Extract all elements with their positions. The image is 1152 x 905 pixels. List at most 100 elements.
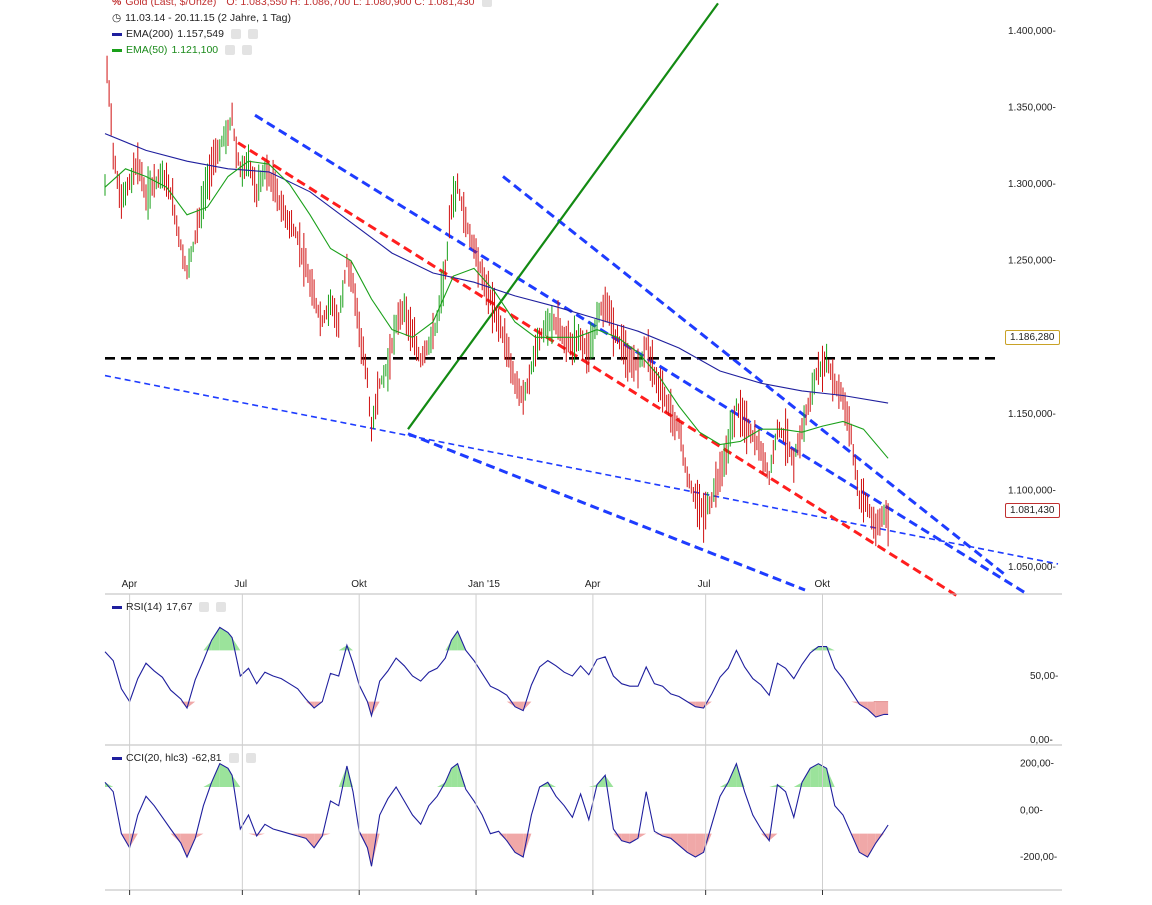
rsi-settings-icon[interactable]: [199, 602, 210, 612]
cci-close-icon[interactable]: [245, 753, 256, 763]
rsi-label: RSI(14): [126, 601, 163, 613]
cci-line: [104, 762, 889, 867]
rsi-overbought-fill: [219, 627, 228, 651]
ema50-value: 1.121,100: [171, 44, 219, 56]
long-term-support-line: [104, 374, 1059, 565]
rsi-overbought-fill: [826, 646, 835, 651]
clock-icon: ◷: [112, 12, 122, 24]
cci-high-fill: [736, 763, 745, 787]
rsi-overbought-fill: [338, 645, 347, 651]
cci-low-fill: [256, 833, 265, 836]
settings-icon[interactable]: [481, 0, 492, 7]
cci-high-fill: [203, 782, 212, 787]
rsi-oversold-fill: [515, 701, 524, 711]
x-tick-label: Apr: [585, 579, 601, 590]
cci-low-fill: [305, 833, 315, 848]
cci-high-fill: [769, 784, 778, 787]
ema50-close-icon[interactable]: [242, 45, 253, 55]
cci-high-fill: [810, 763, 819, 787]
cci-high-fill: [793, 782, 802, 787]
cci-high-fill: [232, 775, 241, 787]
cci-value: -62,81: [191, 752, 222, 764]
cci-low-fill: [769, 833, 778, 841]
uptrend-line: [407, 2, 719, 430]
x-tick-label: Jul: [698, 579, 711, 590]
rsi-oversold-fill: [695, 701, 704, 708]
cci-low-fill: [195, 833, 204, 839]
cci-settings-icon[interactable]: [228, 753, 239, 763]
cci-panel: [104, 762, 889, 867]
price-panel: [104, 2, 1059, 599]
cci-low-fill: [670, 833, 679, 846]
cci-low-fill: [515, 833, 524, 857]
cci-low-fill: [638, 833, 647, 839]
resistance-price-tag: 1.186,280: [1005, 330, 1060, 345]
cci-low-fill: [170, 833, 181, 843]
ema50-line: [104, 160, 889, 459]
rsi-value: 17,67: [166, 601, 193, 613]
x-tick-label: Jan '15: [468, 579, 500, 590]
x-tick-label: Jul: [234, 579, 247, 590]
cci-high-fill: [219, 763, 228, 787]
cci-low-fill: [367, 833, 372, 867]
y-tick-label: 1.400,000-: [1008, 26, 1056, 37]
cci-high-fill: [605, 775, 614, 787]
ema50-label: EMA(50): [126, 44, 168, 56]
cci-high-fill: [105, 782, 114, 787]
channel-upper-line: [254, 113, 1029, 596]
rsi-legend: RSI(14) 17,67: [112, 601, 227, 613]
rsi-oversold-fill: [180, 701, 187, 708]
rsi-swatch: [112, 605, 122, 609]
cci-low-fill: [613, 833, 622, 841]
channel-bottom-line: [407, 432, 806, 592]
ema200-swatch: [112, 32, 122, 36]
rsi-oversold-fill: [884, 701, 889, 715]
cci-low-fill: [523, 833, 532, 857]
cci-low-fill: [687, 833, 696, 857]
cci-high-fill: [228, 768, 233, 787]
rsi-oversold-fill: [867, 701, 876, 717]
y-tick-label: 1.250,000-: [1008, 256, 1056, 267]
cci-low-fill: [859, 833, 868, 857]
rsi-oversold-fill: [305, 701, 315, 708]
rsi-overbought-fill: [203, 640, 212, 651]
rsi-oversold-fill: [187, 701, 196, 708]
ema200-line: [104, 133, 889, 404]
ema50-settings-icon[interactable]: [225, 45, 236, 55]
cci-low-fill: [506, 833, 515, 853]
last-price-tag: 1.081,430: [1005, 503, 1060, 518]
cci-low-fill: [761, 833, 770, 841]
cci-high-fill: [826, 768, 835, 787]
axes: Apr Jul Okt Jan '15 Apr Jul Okt 1.400,000- 1.350…: [105, 26, 1062, 895]
ema200-label: EMA(200): [126, 28, 174, 40]
cci-low-fill: [629, 833, 638, 843]
channel-lower-line: [502, 175, 1006, 576]
rsi-close-icon[interactable]: [216, 602, 227, 612]
rsi-oversold-fill: [859, 701, 868, 710]
rsi-overbought-fill: [445, 640, 452, 651]
ema200-settings-icon[interactable]: [230, 29, 241, 39]
ema50-swatch: [112, 48, 122, 52]
y-tick-label: 1.050,000-: [1008, 562, 1056, 573]
y-tick-label: 1.300,000-: [1008, 179, 1056, 190]
ema200-value: 1.157,549: [177, 28, 224, 40]
instrument-header: % Gold (Last, $/Unze) O: 1.083,550 H: 1.…: [112, 0, 492, 8]
ohlc-values: O: 1.083,550 H: 1.086,700 L: 1.080,900 C…: [226, 0, 475, 8]
cci-low-fill: [679, 833, 688, 853]
cci-tick-label: 0,00-: [1020, 805, 1043, 816]
date-range: 11.03.14 - 20.11.15 (2 Jahre, 1 Tag): [125, 12, 291, 24]
rsi-oversold-fill: [851, 701, 860, 705]
cci-high-fill: [338, 766, 347, 787]
cci-tick-label: 200,00-: [1020, 759, 1054, 770]
x-tick-label: Okt: [351, 579, 367, 590]
date-range-row: ◷ 11.03.14 - 20.11.15 (2 Jahre, 1 Tag): [112, 12, 291, 24]
cci-low-fill: [180, 833, 187, 857]
ema50-legend: EMA(50) 1.121,100: [112, 44, 253, 56]
ema200-close-icon[interactable]: [247, 29, 258, 39]
y-tick-label: 1.100,000-: [1008, 485, 1056, 496]
rsi-overbought-fill: [451, 631, 458, 651]
x-tick-label: Apr: [122, 579, 138, 590]
channel-mid-line: [237, 141, 961, 599]
instrument-title: Gold (Last, $/Unze): [125, 0, 217, 8]
y-tick-label: 1.350,000-: [1008, 103, 1056, 114]
